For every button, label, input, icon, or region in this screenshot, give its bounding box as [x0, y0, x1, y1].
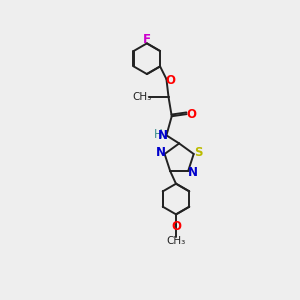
- Text: O: O: [165, 74, 175, 87]
- Text: N: N: [188, 166, 197, 178]
- Text: CH₃: CH₃: [167, 236, 186, 246]
- Text: O: O: [186, 108, 196, 121]
- Text: H: H: [154, 128, 163, 141]
- Text: N: N: [158, 129, 168, 142]
- Text: F: F: [143, 33, 151, 46]
- Text: S: S: [194, 146, 202, 159]
- Text: CH₃: CH₃: [132, 92, 152, 102]
- Text: N: N: [155, 146, 165, 159]
- Text: O: O: [171, 220, 181, 233]
